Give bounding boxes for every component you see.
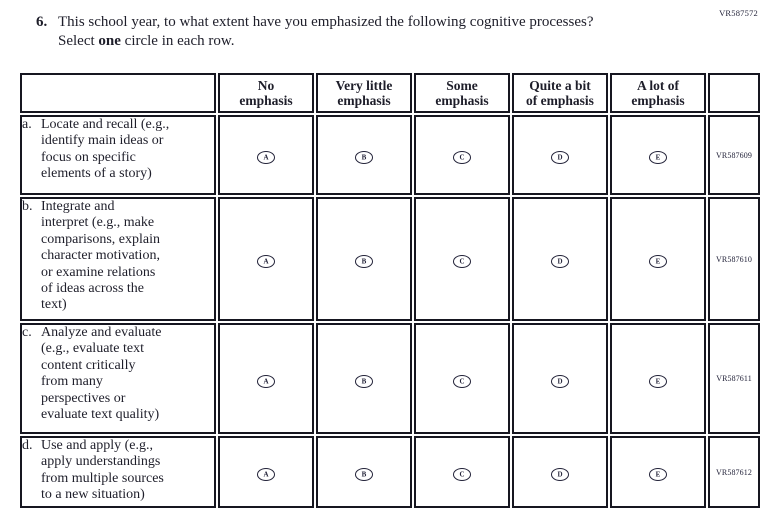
option-letter: E xyxy=(655,377,661,385)
option-letter: C xyxy=(459,470,465,479)
option-circle-c-B[interactable]: B xyxy=(355,374,373,388)
option-circle-b-C[interactable]: C xyxy=(453,255,471,268)
option-letter: C xyxy=(459,153,465,162)
option-letter: E xyxy=(655,153,661,162)
row-letter-d: d. xyxy=(22,438,33,453)
option-circle-a-E[interactable]: E xyxy=(649,151,667,164)
table-row-a: a. Locate and recall (e.g., identify mai… xyxy=(20,115,760,195)
option-cell-c-some: C xyxy=(414,323,510,434)
option-cell-d-very-little: B xyxy=(316,436,412,508)
option-letter: C xyxy=(459,377,465,385)
option-circle-c-E[interactable]: E xyxy=(649,374,667,388)
option-letter: D xyxy=(557,257,563,266)
row-vr-code-c: VR587611 xyxy=(708,323,760,434)
row-label-b: Integrate and interpret (e.g., make comp… xyxy=(41,199,160,313)
form-code-top: VR587572 xyxy=(719,8,758,18)
corner-cell xyxy=(20,73,216,113)
option-cell-d-a-lot: E xyxy=(610,436,706,508)
table-row-b: b. Integrate and interpret (e.g., make c… xyxy=(20,197,760,321)
row-vr-code-d: VR587612 xyxy=(708,436,760,508)
option-letter: D xyxy=(557,377,563,385)
table-row-c: c. Analyze and evaluate (e.g., evaluate … xyxy=(20,323,760,434)
option-cell-b-no: A xyxy=(218,197,314,321)
question-text: This school year, to what extent have yo… xyxy=(58,13,620,51)
option-cell-d-some: C xyxy=(414,436,510,508)
row-label-c: Analyze and evaluate (e.g., evaluate tex… xyxy=(41,325,162,423)
option-circle-b-D[interactable]: D xyxy=(551,255,569,268)
option-cell-c-quite-a-bit: D xyxy=(512,323,608,434)
option-cell-c-very-little: B xyxy=(316,323,412,434)
option-circle-a-D[interactable]: D xyxy=(551,151,569,164)
row-vr-code-b: VR587610 xyxy=(708,197,760,321)
option-cell-a-some: C xyxy=(414,115,510,195)
option-letter: B xyxy=(361,153,367,162)
row-label-d: Use and apply (e.g., apply understanding… xyxy=(41,438,164,503)
question-number: 6. xyxy=(36,14,48,30)
column-header-quite-a-bit-of-emphasis: Quite a bit of emphasis xyxy=(512,73,608,113)
row-label-cell-d: d. Use and apply (e.g., apply understand… xyxy=(20,436,216,508)
option-circle-d-D[interactable]: D xyxy=(551,468,569,481)
option-circle-b-B[interactable]: B xyxy=(355,255,373,268)
option-letter: A xyxy=(263,377,269,385)
option-cell-a-a-lot: E xyxy=(610,115,706,195)
column-header-a-lot-of-emphasis: A lot of emphasis xyxy=(610,73,706,113)
option-cell-d-no: A xyxy=(218,436,314,508)
option-letter: A xyxy=(263,153,269,162)
option-letter: D xyxy=(557,153,563,162)
question-block: 6. This school year, to what extent have… xyxy=(36,13,620,51)
column-header-very-little-emphasis: Very little emphasis xyxy=(316,73,412,113)
option-circle-c-D[interactable]: D xyxy=(551,374,569,388)
row-letter-c: c. xyxy=(22,325,32,340)
option-cell-c-a-lot: E xyxy=(610,323,706,434)
row-label-cell-b: b. Integrate and interpret (e.g., make c… xyxy=(20,197,216,321)
option-circle-b-E[interactable]: E xyxy=(649,255,667,268)
option-cell-c-no: A xyxy=(218,323,314,434)
emphasis-table: No emphasis Very little emphasis Some em… xyxy=(18,71,762,510)
option-cell-b-some: C xyxy=(414,197,510,321)
option-letter: B xyxy=(361,257,367,266)
row-letter-b: b. xyxy=(22,199,33,214)
column-header-no-emphasis: No emphasis xyxy=(218,73,314,113)
option-circle-d-B[interactable]: B xyxy=(355,468,373,481)
row-letter-a: a. xyxy=(22,117,32,132)
option-letter: E xyxy=(655,470,661,479)
question-text-part1: This school year, to what extent have yo… xyxy=(58,14,594,49)
option-letter: C xyxy=(459,257,465,266)
option-circle-a-B[interactable]: B xyxy=(355,151,373,164)
option-circle-d-E[interactable]: E xyxy=(649,468,667,481)
row-label-a: Locate and recall (e.g., identify main i… xyxy=(41,117,170,182)
option-letter: B xyxy=(361,470,367,479)
option-letter: E xyxy=(655,257,661,266)
option-circle-b-A[interactable]: A xyxy=(257,255,275,268)
option-cell-a-quite-a-bit: D xyxy=(512,115,608,195)
option-circle-c-A[interactable]: A xyxy=(257,374,275,388)
option-circle-d-C[interactable]: C xyxy=(453,468,471,481)
option-letter: B xyxy=(361,377,367,385)
column-header-some-emphasis: Some emphasis xyxy=(414,73,510,113)
table-row-d: d. Use and apply (e.g., apply understand… xyxy=(20,436,760,508)
option-letter: A xyxy=(263,257,269,266)
option-cell-b-quite-a-bit: D xyxy=(512,197,608,321)
question-bold-word: one xyxy=(98,33,121,49)
option-cell-b-very-little: B xyxy=(316,197,412,321)
row-vr-code-a: VR587609 xyxy=(708,115,760,195)
option-cell-b-a-lot: E xyxy=(610,197,706,321)
vr-header-cell xyxy=(708,73,760,113)
option-circle-d-A[interactable]: A xyxy=(257,468,275,481)
option-letter: D xyxy=(557,470,563,479)
row-label-cell-a: a. Locate and recall (e.g., identify mai… xyxy=(20,115,216,195)
row-label-cell-c: c. Analyze and evaluate (e.g., evaluate … xyxy=(20,323,216,434)
option-cell-a-very-little: B xyxy=(316,115,412,195)
option-circle-a-A[interactable]: A xyxy=(257,151,275,164)
option-circle-a-C[interactable]: C xyxy=(453,151,471,164)
question-text-part2: circle in each row. xyxy=(120,33,235,49)
option-cell-a-no: A xyxy=(218,115,314,195)
option-circle-c-C[interactable]: C xyxy=(453,374,471,388)
option-letter: A xyxy=(263,470,269,479)
option-cell-d-quite-a-bit: D xyxy=(512,436,608,508)
header-row: No emphasis Very little emphasis Some em… xyxy=(20,73,760,113)
